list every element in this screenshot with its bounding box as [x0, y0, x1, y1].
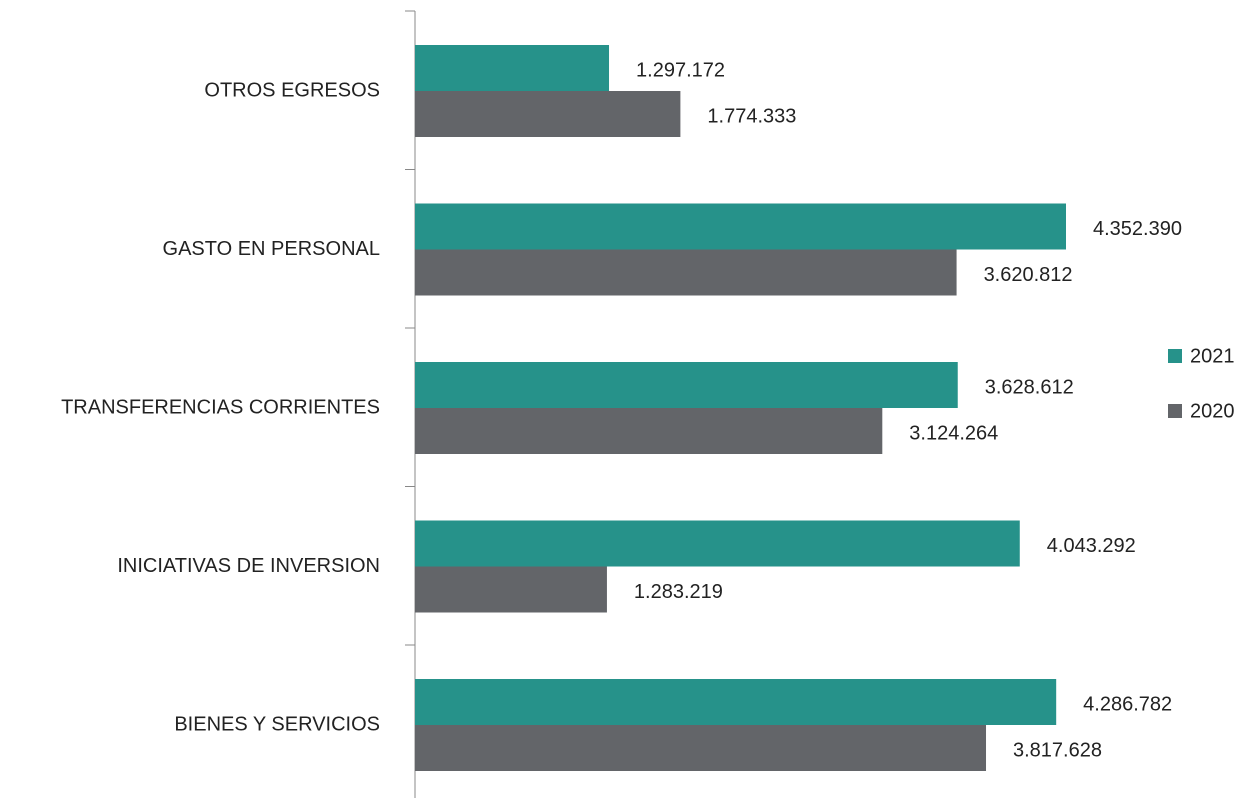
value-label: 3.124.264 — [909, 422, 998, 444]
value-label: 3.817.628 — [1013, 739, 1102, 761]
legend-label: 2020 — [1190, 400, 1235, 422]
legend-label: 2021 — [1190, 345, 1235, 367]
value-label: 1.283.219 — [634, 581, 723, 603]
y-tick-label: OTROS EGRESOS — [204, 80, 380, 102]
bar — [415, 203, 1066, 250]
bar — [415, 45, 610, 91]
value-label: 4.043.292 — [1047, 535, 1136, 557]
legend-swatch — [1168, 404, 1182, 418]
bar — [415, 520, 1020, 567]
bar — [415, 725, 987, 771]
y-tick-label: GASTO EN PERSONAL — [163, 238, 380, 260]
value-label: 4.286.782 — [1083, 693, 1172, 715]
value-label: 1.774.333 — [707, 105, 796, 127]
value-label: 3.628.612 — [985, 376, 1074, 398]
bar — [415, 408, 883, 454]
y-tick-label: INICIATIVAS DE INVERSION — [117, 555, 380, 577]
bar — [415, 566, 607, 613]
y-tick-label: BIENES Y SERVICIOS — [174, 714, 380, 736]
value-label: 4.352.390 — [1093, 218, 1182, 240]
bar — [415, 679, 1057, 725]
y-tick-label: TRANSFERENCIAS CORRIENTES — [61, 397, 380, 419]
value-label: 1.297.172 — [636, 59, 725, 81]
bar — [415, 91, 681, 137]
bar — [415, 249, 957, 296]
legend-swatch — [1168, 349, 1182, 363]
bar — [415, 362, 958, 408]
value-label: 3.620.812 — [984, 264, 1073, 286]
